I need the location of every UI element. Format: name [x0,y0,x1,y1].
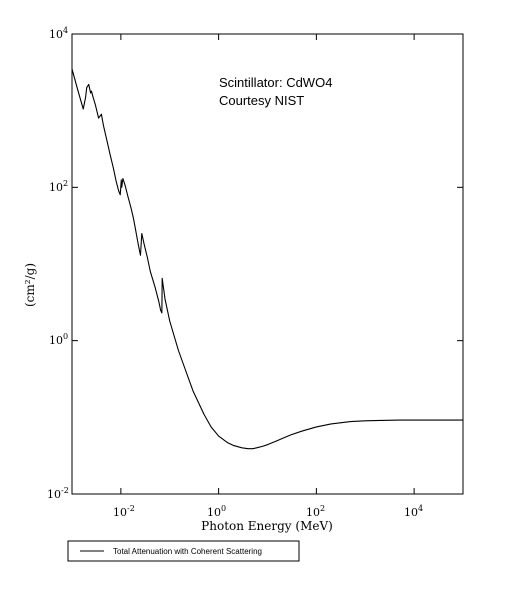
y-tick-label-3: 104 [49,26,68,41]
svg-text:100: 100 [49,332,68,347]
x-tick-base-1: 10 [207,506,221,519]
y-tick-exp-3: 4 [63,26,68,35]
svg-text:102: 102 [49,179,68,194]
y-tick-exp-2: 2 [63,179,68,188]
x-tick-exp-1: 0 [221,504,226,513]
x-tick-exp-3: 4 [418,504,423,513]
y-tick-exp-1: 0 [63,332,68,341]
legend-label: Total Attenuation with Coherent Scatteri… [113,547,262,556]
tick-marks [72,33,463,495]
y-axis-label: (cm²/g) [23,263,37,307]
x-tick-exp-2: 2 [320,504,325,513]
series-line-total-attenuation [71,68,463,450]
x-tick-exp-0: -2 [127,504,135,513]
annotation-courtesy: Courtesy NIST [219,93,304,108]
legend: Total Attenuation with Coherent Scatteri… [67,540,300,562]
y-tick-label-0: 10-2 [47,486,69,501]
y-tick-base-0: 10 [47,488,61,501]
svg-text:102: 102 [306,504,325,519]
svg-text:10-2: 10-2 [47,486,69,501]
y-tick-label-1: 100 [49,332,68,347]
x-tick-base-0: 10 [113,506,127,519]
annotation-scintillator: Scintillator: CdWO4 [219,75,332,90]
x-tick-base-2: 10 [306,506,320,519]
svg-text:10-2: 10-2 [113,504,135,519]
y-tick-base-2: 10 [49,181,63,194]
plot-frame [71,33,464,495]
y-tick-base-1: 10 [49,334,63,347]
x-tick-base-3: 10 [404,506,418,519]
svg-text:104: 104 [49,26,68,41]
x-axis-label: Photon Energy (MeV) [201,519,333,533]
y-tick-exp-0: -2 [61,486,69,495]
svg-text:100: 100 [207,504,226,519]
y-tick-label-2: 102 [49,179,68,194]
x-tick-label-1: 100 [207,504,226,519]
legend-box [67,540,300,562]
svg-text:104: 104 [404,504,423,519]
x-tick-label-3: 104 [404,504,423,519]
x-tick-label-2: 102 [306,504,325,519]
y-tick-base-3: 10 [49,28,63,41]
x-tick-label-0: 10-2 [113,504,135,519]
